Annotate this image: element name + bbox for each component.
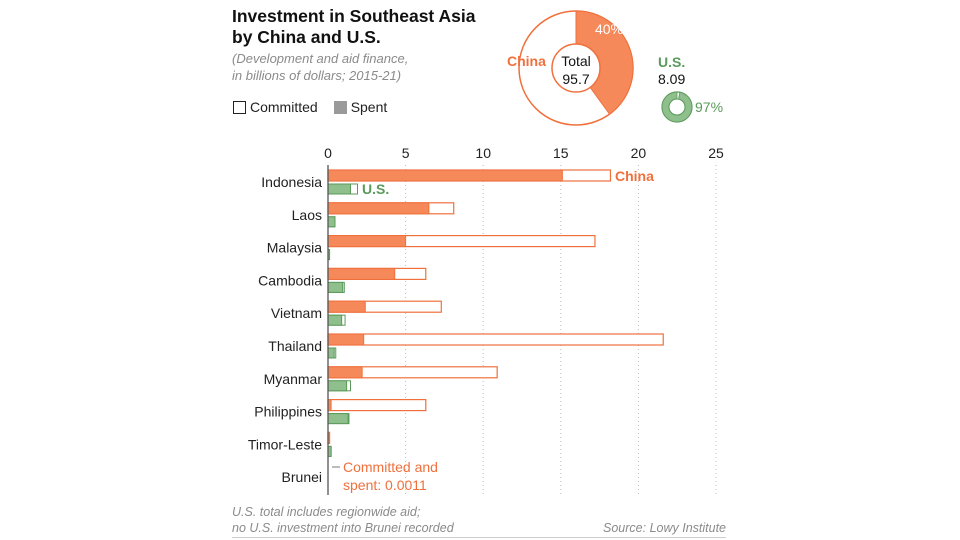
subtitle-line-2: in billions of dollars; 2015-21)	[232, 68, 402, 83]
us-series-label: U.S.	[362, 181, 389, 197]
legend-committed-label: Committed	[250, 99, 318, 115]
annotation-line-2: spent: 0.0011	[343, 477, 427, 493]
china-spent-pct-label: 40%	[595, 21, 623, 37]
us-donut-inner	[668, 98, 686, 116]
china-spent-bar	[327, 267, 396, 280]
x-tick-label: 10	[475, 145, 491, 161]
x-tick-label: 25	[708, 145, 724, 161]
china-donut-label: China	[507, 53, 546, 69]
category-label: Timor-Leste	[248, 436, 322, 452]
china-total-value: 95.7	[562, 71, 589, 87]
footnote-line-2: no U.S. investment into Brunei recorded	[232, 521, 454, 535]
legend-spent-label: Spent	[350, 99, 388, 115]
us-spent-pct-label: 97%	[695, 99, 723, 115]
china-spent-bar	[327, 300, 366, 313]
footnote: U.S. total includes regionwide aid; no U…	[232, 504, 454, 536]
china-spent-bar	[327, 169, 563, 182]
legend: Committed Spent	[233, 99, 387, 115]
us-spent-bar	[327, 347, 335, 359]
us-spent-bar	[327, 413, 349, 425]
category-label: Philippines	[254, 404, 322, 420]
china-spent-bar	[327, 366, 363, 379]
category-label: Malaysia	[267, 240, 322, 256]
us-spent-bar	[327, 281, 344, 293]
source-note: Source: Lowy Institute	[603, 521, 726, 535]
china-series-label: China	[615, 168, 654, 184]
china-spent-bar	[327, 333, 365, 346]
category-label: Myanmar	[264, 371, 323, 387]
category-label: Indonesia	[261, 174, 322, 190]
us-spent-bar	[327, 183, 352, 195]
annotation-line-1: Committed and	[343, 459, 438, 475]
x-tick-label: 5	[402, 145, 410, 161]
x-tick-label: 0	[324, 145, 332, 161]
category-label: Thailand	[268, 338, 322, 354]
footnote-line-1: U.S. total includes regionwide aid;	[232, 505, 421, 519]
us-spent-bar	[327, 314, 343, 326]
category-label: Cambodia	[258, 272, 322, 288]
chart-subtitle: (Development and aid finance, in billion…	[232, 50, 408, 84]
chart-title: Investment in Southeast Asia by China an…	[232, 6, 475, 48]
us-total-value: 8.09	[658, 71, 685, 87]
total-label: Total	[561, 53, 591, 69]
china-spent-bar	[327, 202, 430, 215]
x-tick-label: 20	[631, 145, 647, 161]
legend-spent-swatch	[333, 100, 347, 114]
category-label: Vietnam	[271, 305, 322, 321]
us-donut-label: U.S.	[658, 54, 685, 70]
bottom-rule	[232, 537, 726, 538]
us-spent-bar	[327, 380, 348, 392]
category-label: Brunei	[282, 469, 322, 485]
us-spent-bar	[327, 216, 336, 228]
category-label: Laos	[292, 207, 322, 223]
legend-committed-swatch	[233, 100, 246, 114]
subtitle-line-1: (Development and aid finance,	[232, 51, 409, 66]
title-line-1: Investment in Southeast Asia	[232, 6, 476, 26]
china-donut-inner	[551, 43, 601, 93]
title-line-2: by China and U.S.	[232, 27, 381, 47]
china-spent-bar	[327, 235, 407, 248]
x-tick-label: 15	[553, 145, 569, 161]
china-committed-bar	[327, 333, 664, 346]
china-committed-bar	[327, 399, 427, 412]
